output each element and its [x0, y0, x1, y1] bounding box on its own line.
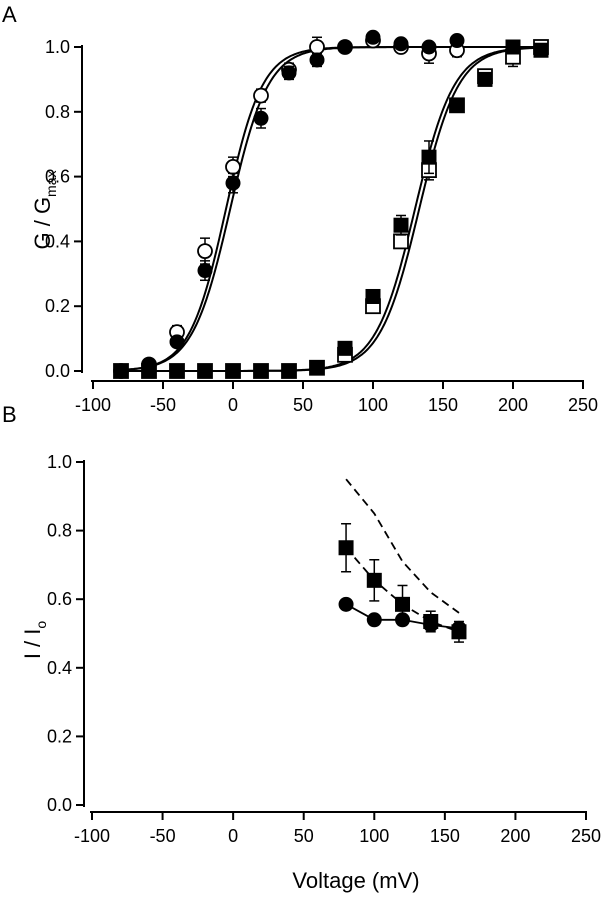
- data-point-filled-circle: [169, 334, 185, 350]
- panel-a-plot: -100 -50 0 50 100 150 200 250 0.0 0.2 0.4 0.6 0.8 1.0: [45, 29, 598, 415]
- data-point-open-circle: [197, 243, 213, 260]
- data-point-filled-circle: [365, 29, 381, 45]
- x-tick-label: 100: [358, 395, 388, 415]
- y-tick-label: 0.2: [45, 296, 70, 316]
- fit-curve: [121, 46, 542, 372]
- x-tick-label: 150: [428, 395, 458, 415]
- data-point-filled-circle: [395, 612, 411, 628]
- panel-b-label: B: [2, 402, 17, 427]
- data-point-filled-circle: [309, 52, 325, 68]
- x-tick-label: 250: [568, 395, 598, 415]
- x-tick-label: 100: [359, 826, 389, 846]
- panel-b-ylabel: I / Io: [20, 621, 49, 660]
- panel-a-ylabel: G / Gmax: [30, 170, 59, 249]
- data-point-filled-square: [253, 363, 269, 379]
- y-tick-label: 0.4: [47, 658, 72, 678]
- y-tick-label: 0.2: [47, 726, 72, 746]
- y-tick-label: 1.0: [45, 37, 70, 57]
- x-tick-label: 50: [293, 395, 313, 415]
- panel-a: A G / Gmax -100 -50 0 50 100 150 200 250 0.0 0.2 0…: [2, 2, 598, 415]
- data-point-filled-square: [533, 42, 549, 58]
- panel-b-plot: -100 -50 0 50 100 150 200 250 0.0 0.2 0.4 0.6 0.8 1.0: [47, 452, 601, 846]
- y-tick-label: 0.4: [45, 231, 70, 251]
- data-point-open-circle: [225, 158, 241, 175]
- x-tick-label: 150: [430, 826, 460, 846]
- data-point-filled-square: [365, 288, 381, 304]
- data-point-filled-circle: [421, 39, 437, 55]
- panel-a-label: A: [2, 2, 17, 27]
- data-point-filled-circle: [451, 620, 467, 636]
- x-tick-label: 200: [498, 395, 528, 415]
- x-tick-label: 0: [228, 395, 238, 415]
- data-point-filled-square: [337, 340, 353, 356]
- x-tick-label: 200: [500, 826, 530, 846]
- panel-b: B I / Io Voltage (mV) -100 -50 0 50 100 150 20…: [2, 402, 601, 893]
- data-point-filled-square: [197, 363, 213, 379]
- data-point-filled-square: [309, 360, 325, 376]
- y-tick-label: 1.0: [47, 452, 72, 472]
- data-point-filled-circle: [337, 39, 353, 55]
- data-point-filled-square: [281, 363, 297, 379]
- data-point-open-square: [393, 233, 409, 250]
- x-tick-label: -100: [75, 395, 111, 415]
- data-point-filled-square: [169, 363, 185, 379]
- y-tick-label: 0.0: [45, 361, 70, 381]
- data-point-filled-circle: [338, 596, 354, 612]
- data-point-filled-square: [225, 363, 241, 379]
- x-tick-label: -50: [150, 826, 176, 846]
- x-tick-label: 0: [228, 826, 238, 846]
- data-point-filled-square: [393, 217, 409, 233]
- y-tick-label: 0.0: [47, 795, 72, 815]
- y-tick-label: 0.8: [45, 102, 70, 122]
- reference-dashed-line: [345, 478, 460, 614]
- data-point-filled-square: [395, 596, 411, 612]
- data-point-filled-circle: [423, 617, 439, 633]
- data-point-filled-square: [141, 363, 157, 379]
- data-point-filled-square: [113, 363, 129, 379]
- data-point-filled-square: [449, 97, 465, 113]
- x-tick-label: -100: [74, 826, 110, 846]
- x-tick-label: -50: [150, 395, 176, 415]
- data-point-filled-circle: [393, 36, 409, 52]
- y-tick-label: 0.6: [47, 589, 72, 609]
- data-point-filled-square: [477, 71, 493, 87]
- x-tick-label: 250: [571, 826, 601, 846]
- panel-b-xlabel: Voltage (mV): [292, 868, 419, 893]
- fit-curve: [120, 46, 541, 371]
- data-point-filled-circle: [281, 65, 297, 81]
- data-point-filled-circle: [449, 33, 465, 49]
- data-point-filled-circle: [225, 175, 241, 191]
- data-point-open-circle: [309, 39, 325, 55]
- y-tick-label: 0.8: [47, 521, 72, 541]
- data-point-filled-circle: [197, 263, 213, 279]
- y-tick-label: 0.6: [45, 167, 70, 187]
- data-point-filled-square: [338, 540, 354, 556]
- data-point-filled-square: [505, 39, 521, 55]
- fit-curve: [121, 46, 542, 372]
- data-point-filled-circle: [253, 110, 269, 126]
- x-tick-label: 50: [294, 826, 314, 846]
- data-point-filled-square: [366, 572, 382, 588]
- data-point-open-circle: [253, 87, 269, 104]
- data-point-filled-square: [421, 149, 437, 165]
- data-point-filled-circle: [366, 612, 382, 628]
- fit-curve: [120, 46, 541, 371]
